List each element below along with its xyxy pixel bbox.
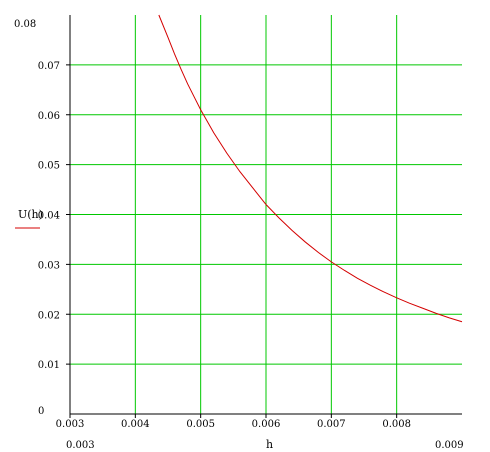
y-tick-label: 0.05 bbox=[38, 161, 60, 172]
y-tick-label: 0.04 bbox=[38, 211, 60, 222]
x-tick-labels: 0.003 0.004 0.005 0.006 0.007 0.008 bbox=[56, 414, 411, 430]
x-tick-label: 0.006 bbox=[252, 419, 281, 430]
grid bbox=[70, 15, 462, 414]
x-axis-label: h bbox=[266, 438, 273, 451]
x-tick-label: 0.004 bbox=[121, 419, 150, 430]
x-axis-max-label: 0.009 bbox=[435, 440, 464, 451]
y-tick-label: 0.06 bbox=[38, 111, 60, 122]
x-axis-min-label: 0.003 bbox=[66, 440, 95, 451]
y-axis-max-label: 0.08 bbox=[14, 19, 36, 30]
y-tick-label: 0.07 bbox=[38, 61, 60, 72]
y-axis-label: U(h) bbox=[18, 208, 43, 221]
x-tick-label: 0.008 bbox=[382, 419, 411, 430]
x-tick-label: 0.007 bbox=[317, 419, 346, 430]
series-line-u-h bbox=[158, 14, 463, 323]
y-tick-label: 0.03 bbox=[38, 260, 60, 271]
x-tick-label: 0.005 bbox=[186, 419, 215, 430]
x-tick-label: 0.003 bbox=[56, 419, 85, 430]
y-tick-labels: 0.01 0.02 0.03 0.04 0.05 0.06 0.07 bbox=[38, 61, 70, 371]
y-axis-min-label: 0 bbox=[38, 406, 44, 417]
plot-area bbox=[158, 14, 463, 323]
y-tick-label: 0.02 bbox=[38, 310, 60, 321]
y-tick-label: 0.01 bbox=[38, 360, 60, 371]
